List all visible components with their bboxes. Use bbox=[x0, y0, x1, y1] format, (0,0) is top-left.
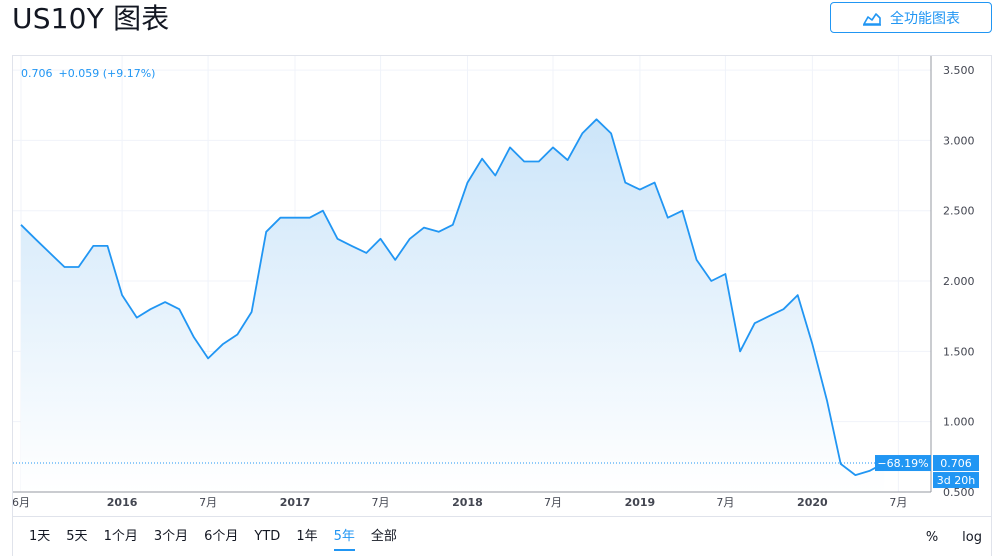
y-tick-label: 0.500 bbox=[943, 486, 975, 499]
full-chart-label: 全功能图表 bbox=[890, 10, 960, 27]
countdown-text: 3d 20h bbox=[937, 474, 975, 487]
range-button[interactable]: 5天 bbox=[66, 528, 88, 544]
range-button[interactable]: 1天 bbox=[29, 528, 51, 544]
range-button[interactable]: 3个月 bbox=[153, 528, 189, 544]
y-tick-label: 3.500 bbox=[943, 64, 975, 77]
x-tick-label: 2020 bbox=[797, 496, 828, 509]
last-price-text: 0.706 bbox=[940, 457, 972, 470]
range-button[interactable]: 1年 bbox=[296, 528, 318, 544]
y-tick-label: 2.500 bbox=[943, 205, 975, 218]
chart-canvas[interactable]: 3.500 3.000 2.500 2.000 1.500 1.000 0.500 6月 201… bbox=[13, 56, 991, 517]
quote-price: 0.706 bbox=[21, 67, 53, 80]
x-tick-label: 7月 bbox=[716, 496, 734, 509]
range-toolbar: 1天 5天 1个月 3个月 6个月 YTD 1年 5年 全部 % log bbox=[12, 516, 992, 556]
y-tick-label: 2.000 bbox=[943, 275, 975, 288]
x-tick-label: 7月 bbox=[372, 496, 390, 509]
y-tick-label: 3.000 bbox=[943, 134, 975, 147]
chart-panel[interactable]: 3.500 3.000 2.500 2.000 1.500 1.000 0.500 6月 201… bbox=[12, 55, 992, 556]
x-tick-label: 7月 bbox=[544, 496, 562, 509]
range-button[interactable]: YTD bbox=[254, 528, 281, 544]
range-button[interactable]: 5年 bbox=[333, 517, 356, 557]
x-tick-label: 7月 bbox=[199, 496, 217, 509]
percent-change-badge bbox=[875, 455, 931, 472]
x-tick-label: 7月 bbox=[889, 496, 907, 509]
x-tick-label: 6月 bbox=[13, 496, 30, 509]
range-button[interactable]: 6个月 bbox=[204, 528, 239, 544]
last-price-badge bbox=[933, 455, 979, 472]
x-tick-label: 2019 bbox=[625, 496, 656, 509]
quote-change: +0.059 (+9.17%) bbox=[59, 67, 156, 80]
range-button[interactable]: 1个月 bbox=[103, 528, 138, 544]
x-tick-label: 2018 bbox=[452, 496, 483, 509]
chart-area-icon bbox=[862, 10, 882, 26]
percent-scale-toggle[interactable]: % bbox=[925, 529, 939, 545]
axes: 3.500 3.000 2.500 2.000 1.500 1.000 0.500 6月 201… bbox=[13, 56, 975, 509]
series-area bbox=[21, 119, 885, 493]
countdown-badge bbox=[933, 472, 979, 489]
y-tick-label: 1.000 bbox=[943, 416, 975, 429]
x-tick-label: 2017 bbox=[280, 496, 311, 509]
log-scale-toggle[interactable]: log bbox=[962, 529, 982, 545]
page-title: US10Y 图表 bbox=[12, 2, 170, 35]
y-tick-label: 1.500 bbox=[943, 345, 975, 358]
full-chart-button[interactable]: 全功能图表 bbox=[830, 2, 992, 33]
range-button[interactable]: 全部 bbox=[370, 528, 397, 544]
percent-change-text: −68.19% bbox=[877, 457, 928, 470]
series-line bbox=[20, 118, 885, 476]
x-tick-label: 2016 bbox=[107, 496, 138, 509]
